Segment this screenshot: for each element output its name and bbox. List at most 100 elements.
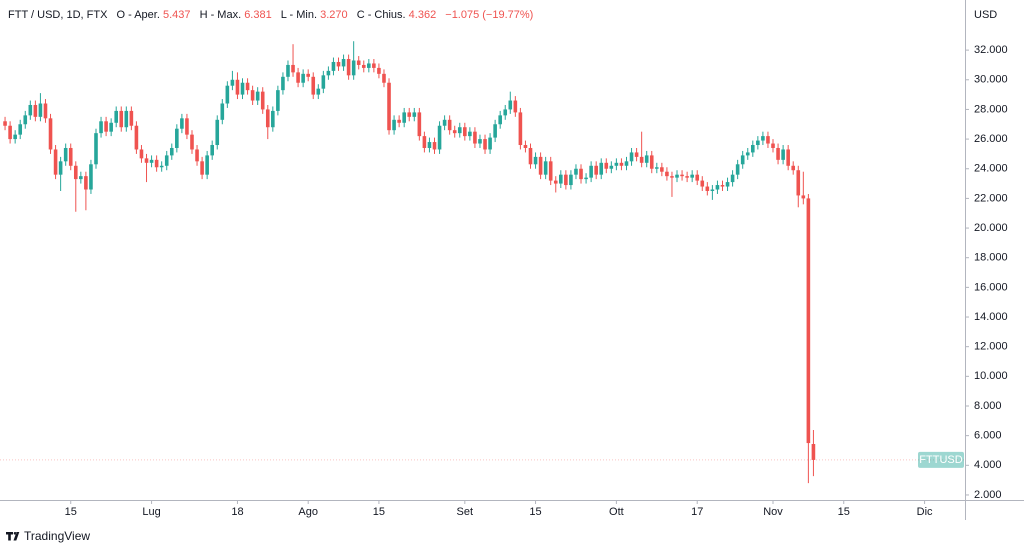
candle-body xyxy=(73,165,78,180)
candle-body xyxy=(614,162,619,166)
candle-body xyxy=(705,186,710,191)
low-value: 3.270 xyxy=(320,9,348,21)
y-tick-label: 8.000 xyxy=(974,400,1002,412)
candle-body xyxy=(89,164,93,190)
candle-body xyxy=(584,177,588,180)
candle-body xyxy=(543,161,548,175)
candle-body xyxy=(276,90,280,111)
candle-body xyxy=(3,121,7,126)
candle-body xyxy=(523,145,528,148)
candle-body xyxy=(296,72,300,83)
candle-series xyxy=(3,41,816,484)
candle-body xyxy=(104,121,108,132)
open-value: 5.437 xyxy=(163,9,191,21)
candle-body xyxy=(685,176,689,178)
candle-body xyxy=(796,170,801,196)
candle-body xyxy=(745,152,750,156)
candle-body xyxy=(781,149,785,160)
logo-icon xyxy=(6,532,20,541)
candle-body xyxy=(382,73,386,83)
candle-body xyxy=(255,91,260,101)
candle-body xyxy=(407,112,412,117)
candle-body xyxy=(761,136,765,141)
candle-body xyxy=(559,174,563,184)
candle-body xyxy=(776,147,780,160)
candle-body xyxy=(720,185,725,187)
y-tick-label: 6.000 xyxy=(974,430,1002,442)
candle-body xyxy=(427,142,432,148)
close-value: 4.362 xyxy=(409,9,437,21)
y-tick-label: 32.000 xyxy=(974,44,1008,56)
candle-body xyxy=(533,156,538,165)
candle-body xyxy=(442,119,447,126)
candle-body xyxy=(553,180,558,184)
candle-body xyxy=(518,112,523,146)
candle-body xyxy=(468,131,472,137)
change-value: −1.075 (−19.77%) xyxy=(445,9,533,21)
candle-body xyxy=(508,100,513,110)
candle-body xyxy=(730,174,735,183)
candle-body xyxy=(392,119,396,131)
y-tick-label: 26.000 xyxy=(974,133,1008,145)
high-value: 6.381 xyxy=(244,9,272,21)
candle-body xyxy=(331,61,336,71)
x-tick-label: 15 xyxy=(65,506,77,518)
candle-body xyxy=(114,110,119,123)
candle-body xyxy=(18,124,23,135)
candle-body xyxy=(301,73,305,83)
candle-body xyxy=(437,125,442,150)
candle-body xyxy=(564,174,568,186)
candle-body xyxy=(604,162,609,169)
x-tick-label: 15 xyxy=(373,506,385,518)
candle-body xyxy=(185,118,189,135)
y-tick-label: 24.000 xyxy=(974,163,1008,175)
candle-body xyxy=(372,63,376,68)
candle-body xyxy=(58,161,63,175)
candle-body xyxy=(356,60,361,65)
candle-body xyxy=(629,152,634,162)
x-tick-label: Dic xyxy=(917,506,933,518)
candle-body xyxy=(801,195,806,199)
brand-name: TradingView xyxy=(24,529,90,543)
close-label: C - Chius. xyxy=(357,9,406,21)
candle-body xyxy=(756,140,760,146)
candle-body xyxy=(655,167,659,169)
candle-body xyxy=(235,79,240,95)
candle-body xyxy=(149,159,154,163)
candle-body xyxy=(665,171,669,177)
candle-body xyxy=(791,165,796,171)
candle-body xyxy=(528,147,533,165)
candle-body xyxy=(271,110,275,128)
candle-body xyxy=(574,168,578,175)
symbol: FTT / USD, 1D, FTX xyxy=(8,9,108,21)
brand-logo: TradingView xyxy=(6,529,90,543)
candle-body xyxy=(649,155,654,169)
candle-body xyxy=(513,100,518,113)
candle-body xyxy=(190,134,194,150)
candle-body xyxy=(159,165,164,168)
candle-body xyxy=(84,176,88,190)
candle-body xyxy=(710,189,715,191)
candle-body xyxy=(725,182,730,187)
chart-header: FTT / USD, 1D, FTX O - Aper. 5.437 H - M… xyxy=(8,9,533,21)
candle-body xyxy=(8,125,12,140)
candle-body xyxy=(139,149,144,159)
y-tick-label: 28.000 xyxy=(974,103,1008,115)
candle-body xyxy=(336,61,341,67)
candle-body xyxy=(286,64,290,77)
open-label: O - Aper. xyxy=(116,9,159,21)
high-label: H - Max. xyxy=(200,9,242,21)
candle-body xyxy=(594,165,598,175)
candle-body xyxy=(422,136,427,148)
y-tick-label: 10.000 xyxy=(974,370,1008,382)
x-tick-label: 15 xyxy=(838,506,850,518)
candle-body xyxy=(169,147,174,156)
candle-body xyxy=(144,158,149,163)
x-tick-label: Ott xyxy=(609,506,624,518)
candle-body xyxy=(200,161,204,175)
candle-body xyxy=(195,149,199,162)
candle-body xyxy=(134,125,139,150)
candle-body xyxy=(452,130,457,134)
candle-body xyxy=(740,155,745,165)
